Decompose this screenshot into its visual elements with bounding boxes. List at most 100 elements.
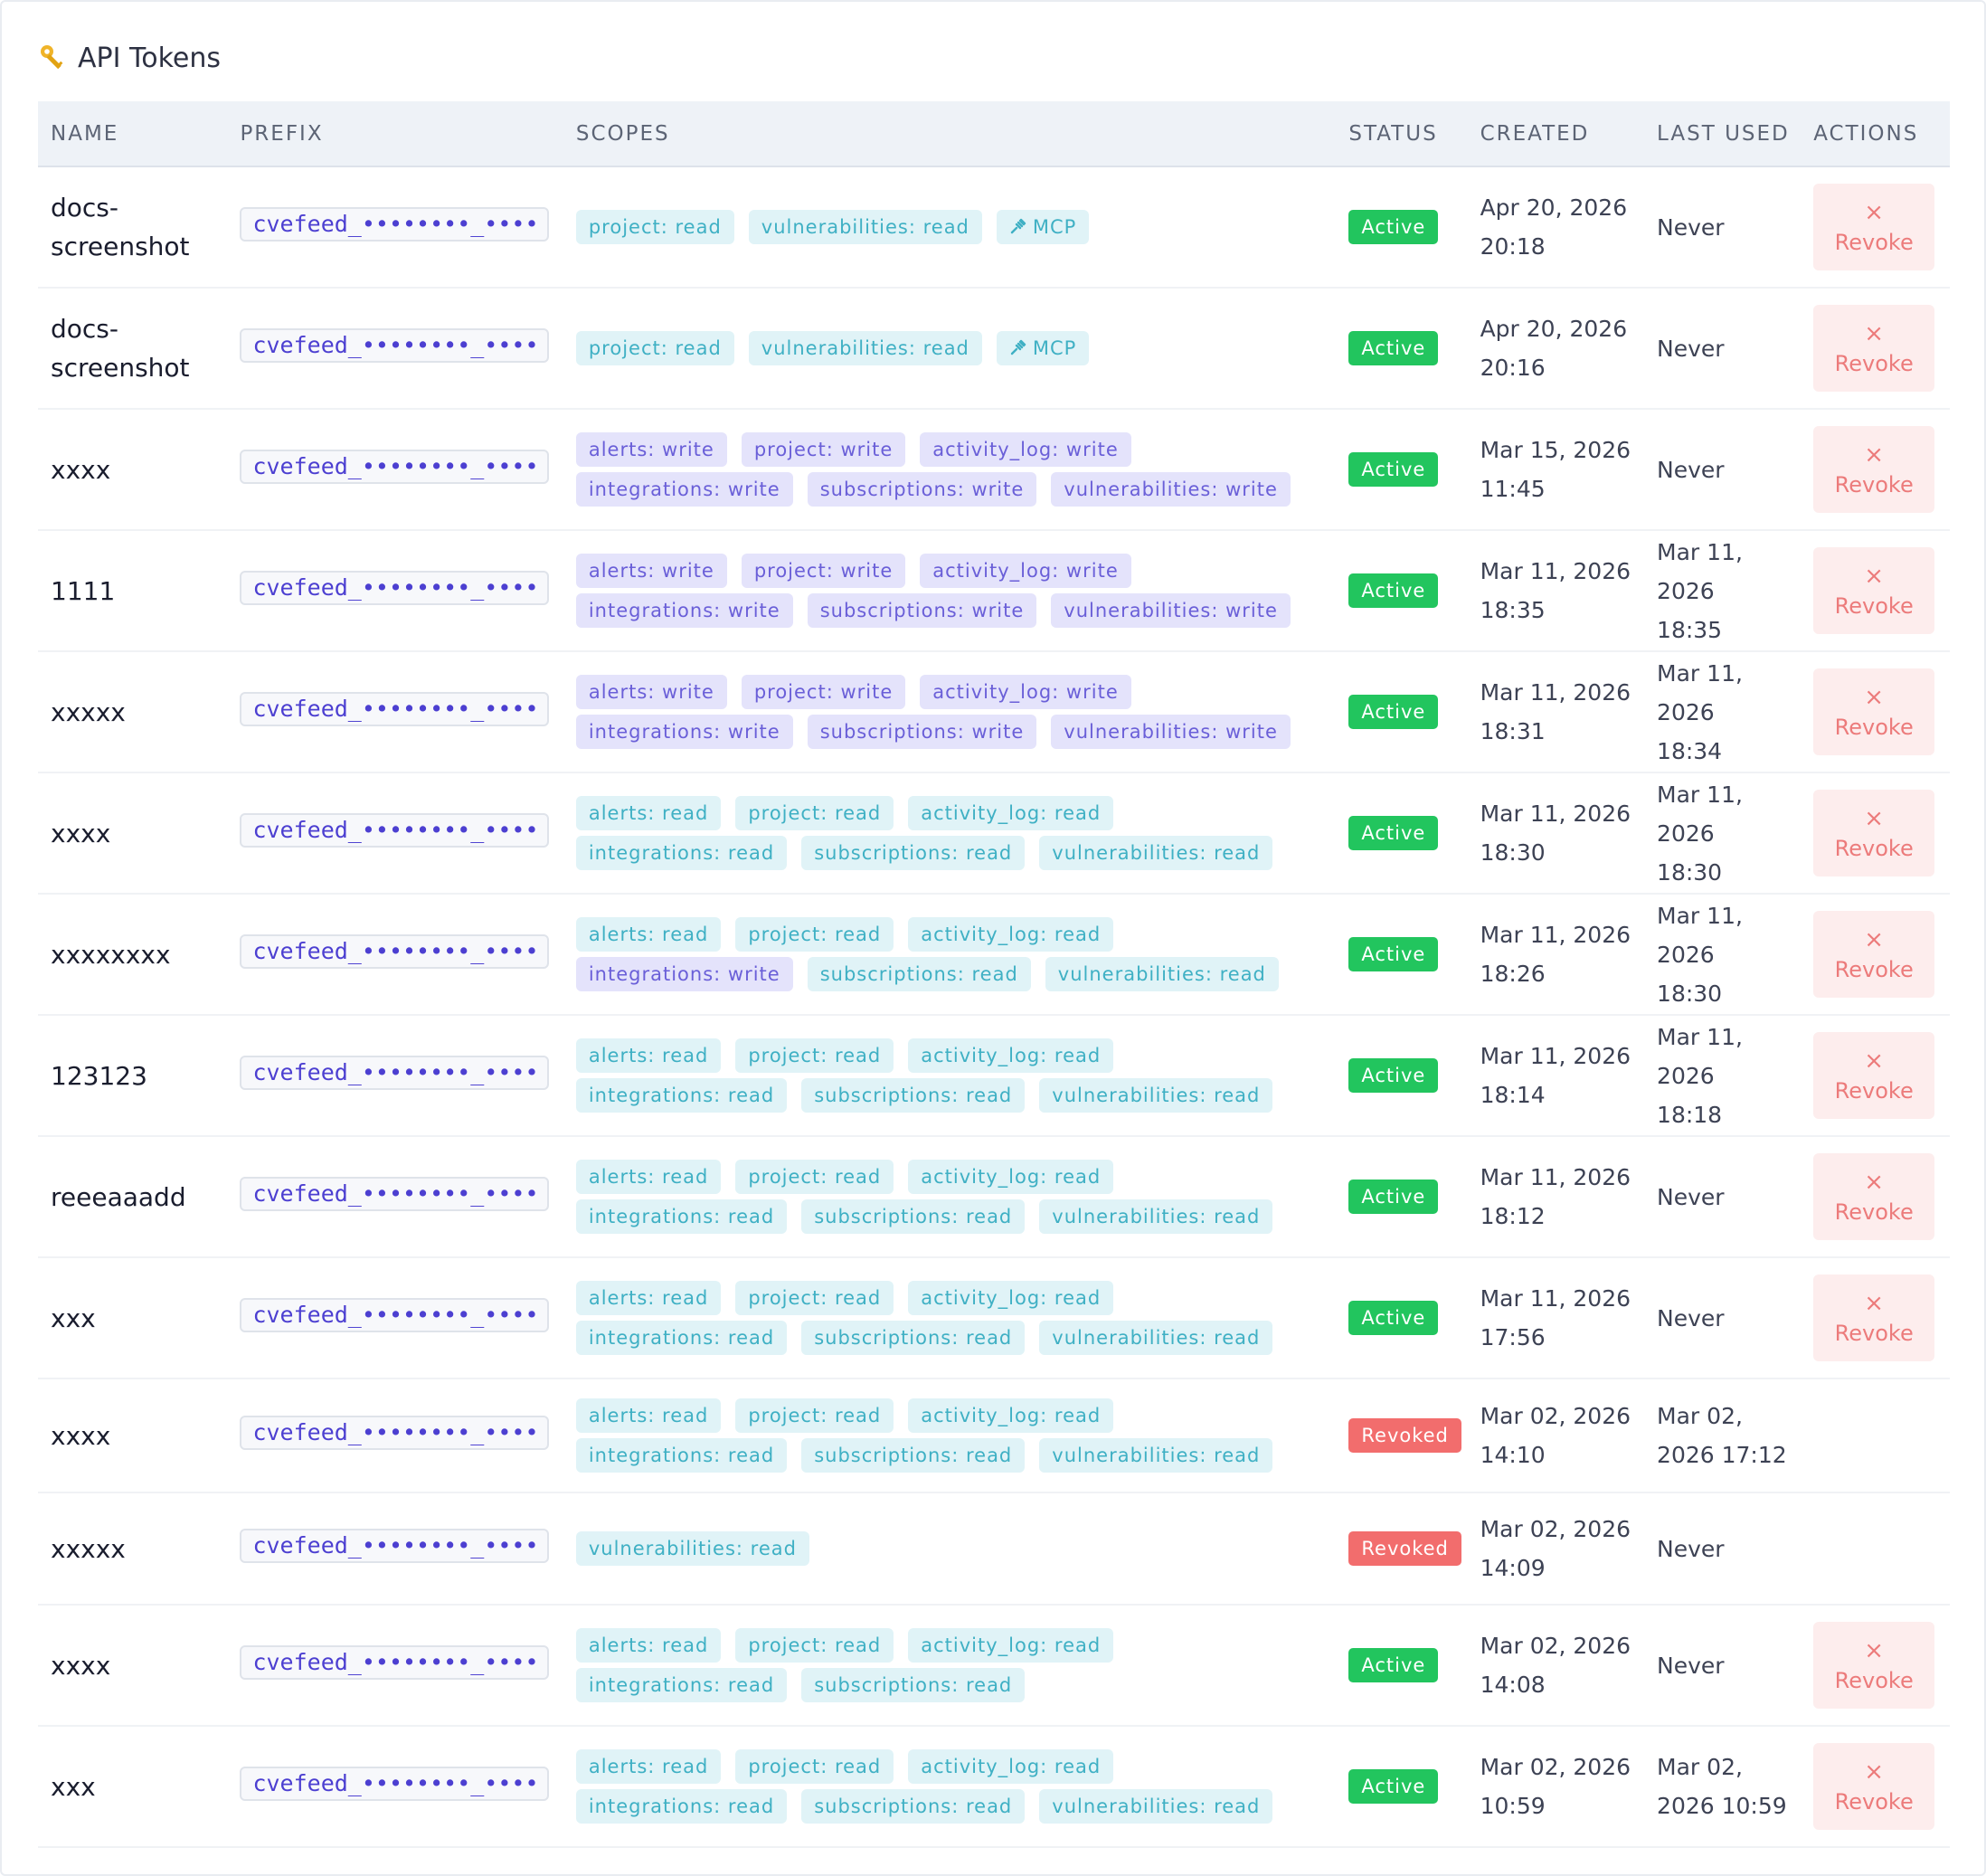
scope-label: subscriptions: read [814,1206,1013,1227]
token-name: xxxx [38,1605,228,1727]
status-badge: Revoked [1348,1418,1461,1453]
scope-tag: project: write [741,675,906,709]
revoke-button[interactable]: × Revoke [1813,668,1935,755]
token-prefix: cvefeed_••••••••_•••• [240,1644,550,1680]
scope-label: activity_log: write [932,439,1119,460]
scope-tag: vulnerabilities: read [1039,1321,1273,1355]
revoke-button[interactable]: × Revoke [1813,547,1935,634]
status-cell: Active [1336,651,1468,773]
scope-tag: project: read [735,917,894,952]
scope-tag: project: read [575,331,734,365]
scope-label: alerts: read [588,1166,709,1188]
created-cell: Mar 02, 2026 10:59 [1467,1726,1645,1848]
revoke-label: Revoke [1834,593,1914,619]
status-cell: Revoked [1336,1379,1468,1493]
last-used-cell: Never [1644,1492,1802,1606]
created-cell: Mar 11, 2026 18:12 [1467,1136,1645,1258]
created-cell: Mar 11, 2026 18:30 [1467,772,1645,895]
scope-label: project: write [753,681,894,703]
scope-label: alerts: read [588,1405,709,1426]
actions-cell [1801,1492,1950,1606]
close-icon: × [1864,1637,1885,1664]
status-badge: Active [1348,1058,1439,1093]
scope-label: integrations: write [588,963,780,985]
revoke-button[interactable]: × Revoke [1813,305,1935,392]
scope-list: vulnerabilities: read [575,1524,1318,1573]
revoke-button[interactable]: × Revoke [1813,1032,1935,1119]
scope-label: vulnerabilities: read [1052,1206,1261,1227]
prefix-cell: cvefeed_••••••••_•••• [227,1379,563,1493]
header-status: STATUS [1336,101,1468,167]
plug-icon [1009,212,1027,234]
created-date: 14:09 [1480,1555,1546,1581]
scope-tag: subscriptions: read [801,836,1026,870]
table-row: xxxx cvefeed_••••••••_•••• alerts: write pr… [38,409,1950,531]
revoke-button[interactable]: × Revoke [1813,1743,1935,1830]
revoke-button[interactable]: × Revoke [1813,911,1935,998]
last-used-date: Mar 11, 2026 [1657,1023,1743,1089]
scopes-cell: alerts: read project: read activity_log: r… [563,1379,1337,1493]
scope-tag: project: read [735,1281,894,1315]
actions-cell: × Revoke [1801,288,1950,410]
created-date: 18:35 [1480,597,1546,623]
scope-tag: activity_log: read [908,1160,1114,1194]
scope-label: subscriptions: read [814,1445,1013,1466]
last-used-date: 18:34 [1657,737,1723,764]
scope-tag: alerts: read [575,1281,722,1315]
scope-tag: project: read [575,210,734,244]
scope-tag: vulnerabilities: read [1039,1078,1273,1113]
scope-tag: subscriptions: write [807,472,1037,507]
last-used-cell: Never [1644,1136,1802,1258]
status-badge: Active [1348,1180,1439,1214]
token-name: xxxxx [38,1492,228,1606]
actions-cell: × Revoke [1801,1015,1950,1137]
scope-label: project: read [748,802,882,824]
revoke-button[interactable]: × Revoke [1813,1622,1935,1709]
scopes-cell: alerts: write project: write activity_log:… [563,409,1337,531]
created-cell: Mar 11, 2026 18:26 [1467,894,1645,1016]
revoke-button[interactable]: × Revoke [1813,184,1935,270]
scope-label: alerts: read [588,1045,709,1066]
revoke-label: Revoke [1834,1668,1914,1693]
revoke-button[interactable]: × Revoke [1813,1274,1935,1361]
actions-cell: × Revoke [1801,1257,1950,1379]
close-icon: × [1864,320,1885,347]
scope-tag: subscriptions: read [801,1199,1026,1234]
scope-tag: integrations: read [575,1078,788,1113]
scopes-cell: project: read vulnerabilities: read MCP [563,288,1337,410]
revoke-button[interactable]: × Revoke [1813,790,1935,876]
scope-label: activity_log: read [921,802,1102,824]
table-row: xxxxx cvefeed_••••••••_•••• vulnerabilitie… [38,1492,1950,1606]
header-created: CREATED [1467,101,1645,167]
key-icon [38,43,69,73]
last-used-cell: Never [1644,1257,1802,1379]
last-used-cell: Never [1644,166,1802,289]
scope-label: activity_log: read [921,1756,1102,1777]
prefix-cell: cvefeed_••••••••_•••• [227,1015,563,1137]
revoke-button[interactable]: × Revoke [1813,426,1935,513]
scope-label: vulnerabilities: write [1064,600,1278,621]
scope-tag: alerts: read [575,917,722,952]
status-cell: Active [1336,409,1468,531]
created-cell: Mar 11, 2026 18:35 [1467,530,1645,652]
created-date: 17:56 [1480,1324,1546,1350]
created-date: Mar 11, 2026 [1480,1043,1631,1069]
scopes-cell: alerts: read project: read activity_log: r… [563,1015,1337,1137]
last-used-date: Never [1657,1535,1725,1562]
prefix-cell: cvefeed_••••••••_•••• [227,651,563,773]
last-used-cell: Mar 02, 2026 17:12 [1644,1379,1802,1493]
scope-label: project: write [753,439,894,460]
scope-label: integrations: read [588,1085,775,1106]
status-badge: Active [1348,1769,1439,1804]
scope-label: subscriptions: read [814,1327,1013,1349]
revoke-label: Revoke [1834,957,1914,982]
token-name: xxxx [38,409,228,531]
token-name: 1111 [38,530,228,652]
actions-cell: × Revoke [1801,1136,1950,1258]
token-prefix: cvefeed_••••••••_•••• [240,1528,550,1563]
status-cell: Active [1336,1257,1468,1379]
revoke-button[interactable]: × Revoke [1813,1153,1935,1240]
scope-tag: integrations: read [575,1789,788,1824]
scope-label: vulnerabilities: read [761,337,969,359]
last-used-date: 18:18 [1657,1101,1723,1128]
